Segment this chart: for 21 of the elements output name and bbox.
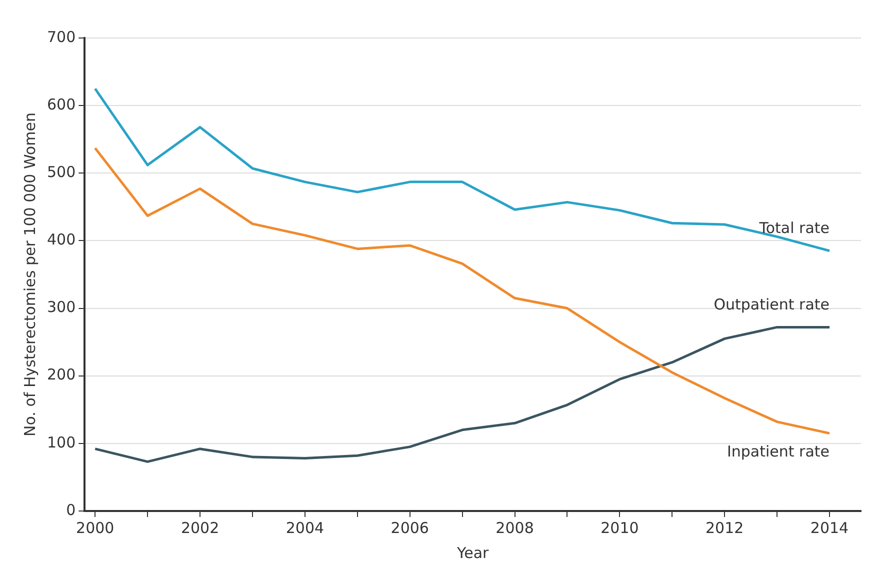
y-tick-label: 100 bbox=[46, 433, 76, 452]
x-tick-label: 2012 bbox=[706, 518, 744, 537]
y-tick-label: 600 bbox=[46, 95, 76, 114]
y-tick-label: 500 bbox=[46, 163, 76, 182]
series-label: Outpatient rate bbox=[714, 296, 830, 314]
x-tick-label: 2000 bbox=[76, 518, 114, 537]
x-axis-title: Year bbox=[456, 544, 490, 562]
series-label: Inpatient rate bbox=[726, 442, 830, 461]
y-tick-label: 700 bbox=[46, 28, 76, 46]
series-label: Total rate bbox=[758, 219, 830, 238]
x-tick-label: 2008 bbox=[496, 518, 534, 537]
x-tick-label: 2010 bbox=[600, 518, 639, 537]
x-tick-label: 2006 bbox=[390, 518, 429, 537]
x-tick-label: 2014 bbox=[810, 518, 849, 537]
y-tick-label: 0 bbox=[66, 500, 76, 519]
y-tick-label: 400 bbox=[46, 230, 76, 249]
y-tick-label: 300 bbox=[46, 298, 76, 316]
x-tick-label: 2002 bbox=[180, 518, 220, 537]
y-axis-title: No. of Hysterectomies per 100 000 Women bbox=[20, 112, 39, 436]
y-tick-label: 200 bbox=[46, 366, 76, 384]
x-tick-label: 2004 bbox=[286, 518, 324, 537]
